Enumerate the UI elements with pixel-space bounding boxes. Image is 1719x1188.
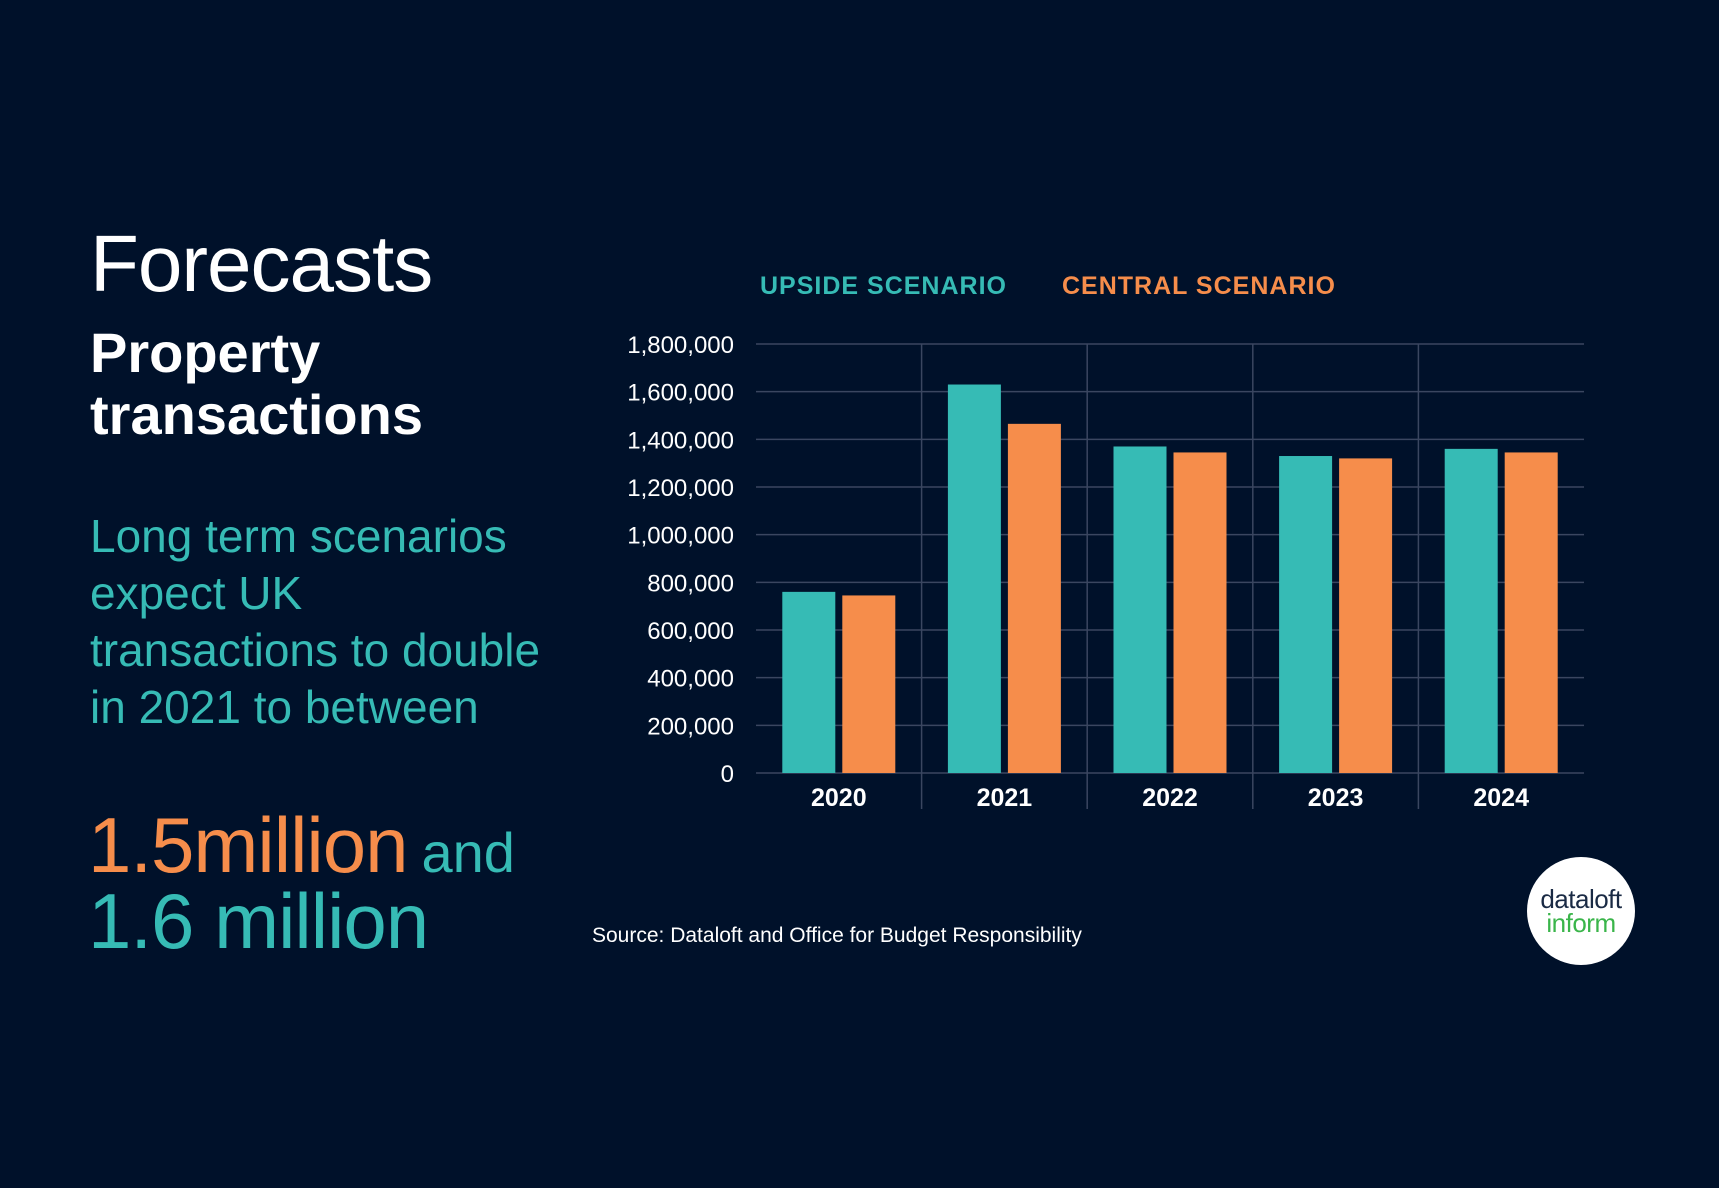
y-tick-label: 1,000,000: [627, 523, 734, 550]
bar-upside: [1113, 446, 1167, 773]
dataloft-logo: dataloft inform: [1527, 857, 1635, 965]
y-tick-label: 1,800,000: [627, 332, 734, 359]
page-subtitle: Property transactions: [90, 321, 423, 446]
y-tick-label: 400,000: [647, 666, 734, 693]
highlight-line-1: 1.5million and: [88, 800, 515, 891]
x-tick-label: 2021: [977, 784, 1033, 812]
bar-central: [1173, 452, 1227, 773]
legend-upside: UPSIDE SCENARIO: [760, 272, 1007, 300]
x-tick-label: 2022: [1142, 784, 1198, 812]
y-tick-label: 800,000: [647, 570, 734, 597]
x-tick-label: 2020: [811, 784, 867, 812]
logo-text-bottom: inform: [1546, 908, 1616, 938]
bar-central: [842, 595, 896, 773]
y-tick-label: 1,200,000: [627, 475, 734, 502]
y-tick-label: 0: [721, 761, 734, 788]
legend-central: CENTRAL SCENARIO: [1062, 272, 1336, 300]
highlight-value-1: 1.5million: [88, 801, 408, 889]
y-tick-label: 1,600,000: [627, 380, 734, 407]
bar-upside: [1444, 448, 1498, 773]
x-tick-label: 2024: [1473, 784, 1529, 812]
highlight-value-2: 1.6 million: [88, 877, 429, 965]
bar-upside: [1279, 456, 1333, 773]
bar-central: [1339, 458, 1393, 773]
y-tick-label: 1,400,000: [627, 427, 734, 454]
y-tick-label: 600,000: [647, 618, 734, 645]
bar-central: [1007, 423, 1061, 773]
logo-text-top: dataloft: [1540, 884, 1622, 914]
summary-text: Long term scenarios expect UK transactio…: [90, 510, 541, 733]
bar-upside: [947, 384, 1001, 773]
x-tick-label: 2023: [1308, 784, 1364, 812]
page-heading: Forecasts: [90, 219, 433, 308]
bar-central: [1504, 452, 1558, 773]
highlight-connector: and: [421, 821, 515, 884]
source-note: Source: Dataloft and Office for Budget R…: [592, 924, 1082, 947]
y-tick-label: 200,000: [647, 713, 734, 740]
bar-upside: [782, 591, 836, 773]
